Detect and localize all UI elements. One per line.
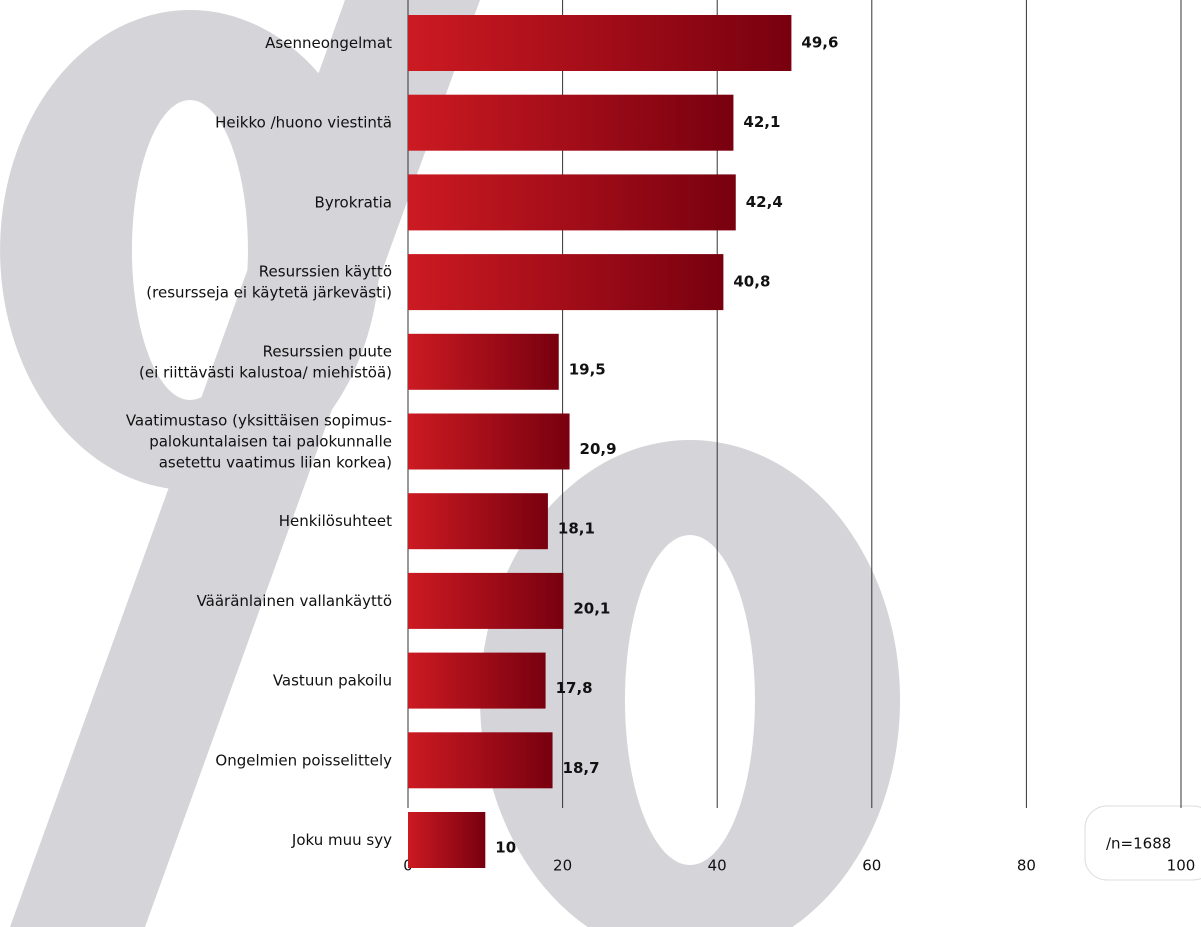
label-line: palokuntalaisen tai palokunnalle: [149, 432, 392, 450]
label-line: Henkilösuhteet: [279, 512, 392, 530]
label-line: Resurssien puute: [263, 342, 392, 360]
bar: [408, 333, 559, 390]
x-tick-label: 100: [1167, 857, 1196, 875]
value-label: 20,9: [580, 440, 617, 458]
annotation: /n=1688: [1106, 835, 1171, 853]
bar: [408, 732, 553, 789]
x-tick-label: 80: [1017, 857, 1036, 875]
y-tick-label: Joku muu syy: [291, 831, 392, 849]
value-label: 20,1: [573, 599, 610, 617]
y-tick-label: Resurssien käyttö (resursseja ei käytetä …: [146, 262, 392, 301]
bar: [408, 413, 570, 470]
y-tick-label: Vaatimustaso (yksittäisen sopimus-paloku…: [126, 411, 392, 471]
y-tick-label: Resurssien puute (ei riittävästi kalustoa…: [139, 342, 392, 381]
value-label: 17,8: [556, 679, 593, 697]
y-tick-label: Vastuun pakoilu: [273, 671, 392, 689]
watermark: [0, 0, 900, 927]
bar: [408, 15, 792, 71]
label-line: Byrokratia: [315, 193, 392, 211]
value-label: 18,7: [563, 759, 600, 777]
value-label: 42,4: [746, 193, 783, 211]
label-line: Vääränlainen vallankäyttö: [197, 591, 392, 609]
annotation-box: [1084, 805, 1201, 881]
label-line: Asenneongelmat: [265, 34, 392, 52]
x-tick-label: 60: [862, 857, 881, 875]
bar: [408, 254, 724, 311]
value-label: 40,8: [733, 273, 770, 291]
bar: [408, 572, 564, 629]
label-line: Vastuun pakoilu: [273, 671, 392, 689]
bar: [408, 94, 734, 151]
y-tick-label: Byrokratia: [315, 193, 392, 211]
y-tick-label: Henkilösuhteet: [279, 512, 392, 530]
value-label: 19,5: [569, 360, 606, 378]
value-label: 18,1: [558, 520, 595, 538]
bar: [408, 174, 736, 231]
label-line: (resursseja ei käytetä järkevästi): [146, 283, 392, 301]
y-tick-label: Ongelmien poisselittely: [215, 751, 392, 769]
x-tick-label: 40: [708, 857, 727, 875]
value-label: 10: [495, 839, 516, 857]
label-line: Joku muu syy: [291, 831, 392, 849]
x-tick-label: 20: [553, 857, 572, 875]
label-line: Resurssien käyttö: [259, 262, 392, 280]
label-line: Ongelmien poisselittely: [215, 751, 392, 769]
value-label: 49,6: [801, 34, 838, 52]
label-line: Vaatimustaso (yksittäisen sopimus-: [126, 411, 392, 429]
value-label: 42,1: [743, 113, 780, 131]
bar: [408, 652, 546, 709]
label-line: asetettu vaatimus liian korkea): [159, 453, 392, 471]
label-line: Heikko /huono viestintä: [215, 113, 392, 131]
y-tick-label: Asenneongelmat: [265, 34, 392, 52]
bar: [408, 812, 486, 868]
y-tick-label: Heikko /huono viestintä: [215, 113, 392, 131]
bar: [408, 493, 548, 550]
y-tick-label: Vääränlainen vallankäyttö: [197, 591, 392, 609]
label-line: (ei riittävästi kalustoa/ miehistöä): [139, 363, 392, 381]
